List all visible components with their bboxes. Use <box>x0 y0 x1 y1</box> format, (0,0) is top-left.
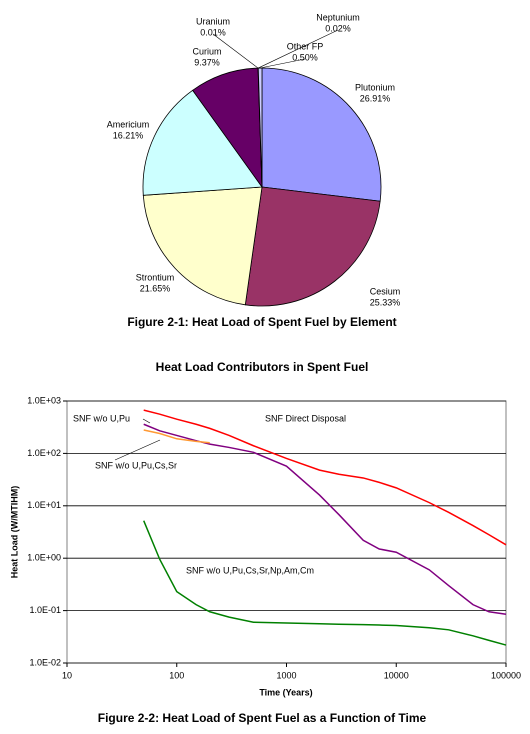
series-label: SNF w/o U,Pu,Cs,Sr,Np,Am,Cm <box>186 565 314 575</box>
slice-label: Plutonium <box>355 82 395 92</box>
leader-line <box>258 29 339 69</box>
slice-label: Cesium <box>370 286 401 296</box>
series-line <box>143 520 507 646</box>
slice-label: Other FP <box>287 41 324 51</box>
x-tick-label: 100 <box>169 670 184 680</box>
pie-slice <box>257 67 263 188</box>
slice-value-label: 21.65% <box>140 283 171 293</box>
slice-value-label: 16.21% <box>113 130 144 140</box>
series-line <box>143 429 210 444</box>
pie-slice <box>142 89 263 196</box>
y-tick-label: 1.0E-02 <box>29 657 61 667</box>
slice-label: Neptunium <box>316 12 360 22</box>
slice-value-label: 0.01% <box>200 27 226 37</box>
leader-line <box>260 58 306 69</box>
chart-title: Heat Load Contributors in Spent Fuel <box>156 360 369 374</box>
slice-value-label: 26.91% <box>360 93 391 103</box>
series-label: SNF w/o U,Pu,Cs,Sr <box>95 460 177 470</box>
series-line <box>143 423 507 616</box>
pie-slice <box>261 67 382 202</box>
slice-label: Strontium <box>136 272 175 282</box>
slice-label: Uranium <box>196 16 230 26</box>
y-axis-label: Heat Load (W/MTIHM) <box>9 486 19 579</box>
y-tick-label: 1.0E-01 <box>29 605 61 615</box>
slice-value-label: 9.37% <box>194 57 220 67</box>
x-axis-label: Time (Years) <box>259 687 312 697</box>
series-label: SNF Direct Disposal <box>265 413 346 423</box>
slice-value-label: 0.02% <box>325 23 351 33</box>
y-tick-label: 1.0E+01 <box>27 500 61 510</box>
label-pointer <box>114 439 161 461</box>
leader-line <box>212 33 259 69</box>
x-tick-label: 100000 <box>491 670 521 680</box>
slice-label: Americium <box>107 119 150 129</box>
series-label: SNF w/o U,Pu <box>73 413 130 423</box>
pie-caption: Figure 2-1: Heat Load of Spent Fuel by E… <box>127 315 396 329</box>
pie-slice <box>142 186 263 306</box>
pie-slice <box>244 186 381 307</box>
y-tick-label: 1.0E+02 <box>27 448 61 458</box>
slice-value-label: 25.33% <box>370 297 401 307</box>
series-line <box>143 409 507 546</box>
line-caption: Figure 2-2: Heat Load of Spent Fuel as a… <box>98 711 427 725</box>
slice-label: Curium <box>192 46 221 56</box>
y-tick-label: 1.0E+03 <box>27 395 61 405</box>
label-pointer <box>142 418 151 424</box>
y-tick-label: 1.0E+00 <box>27 553 61 563</box>
slice-value-label: 0.50% <box>292 52 318 62</box>
x-tick-label: 1000 <box>276 670 296 680</box>
x-tick-label: 10000 <box>384 670 409 680</box>
x-tick-label: 10 <box>62 670 72 680</box>
